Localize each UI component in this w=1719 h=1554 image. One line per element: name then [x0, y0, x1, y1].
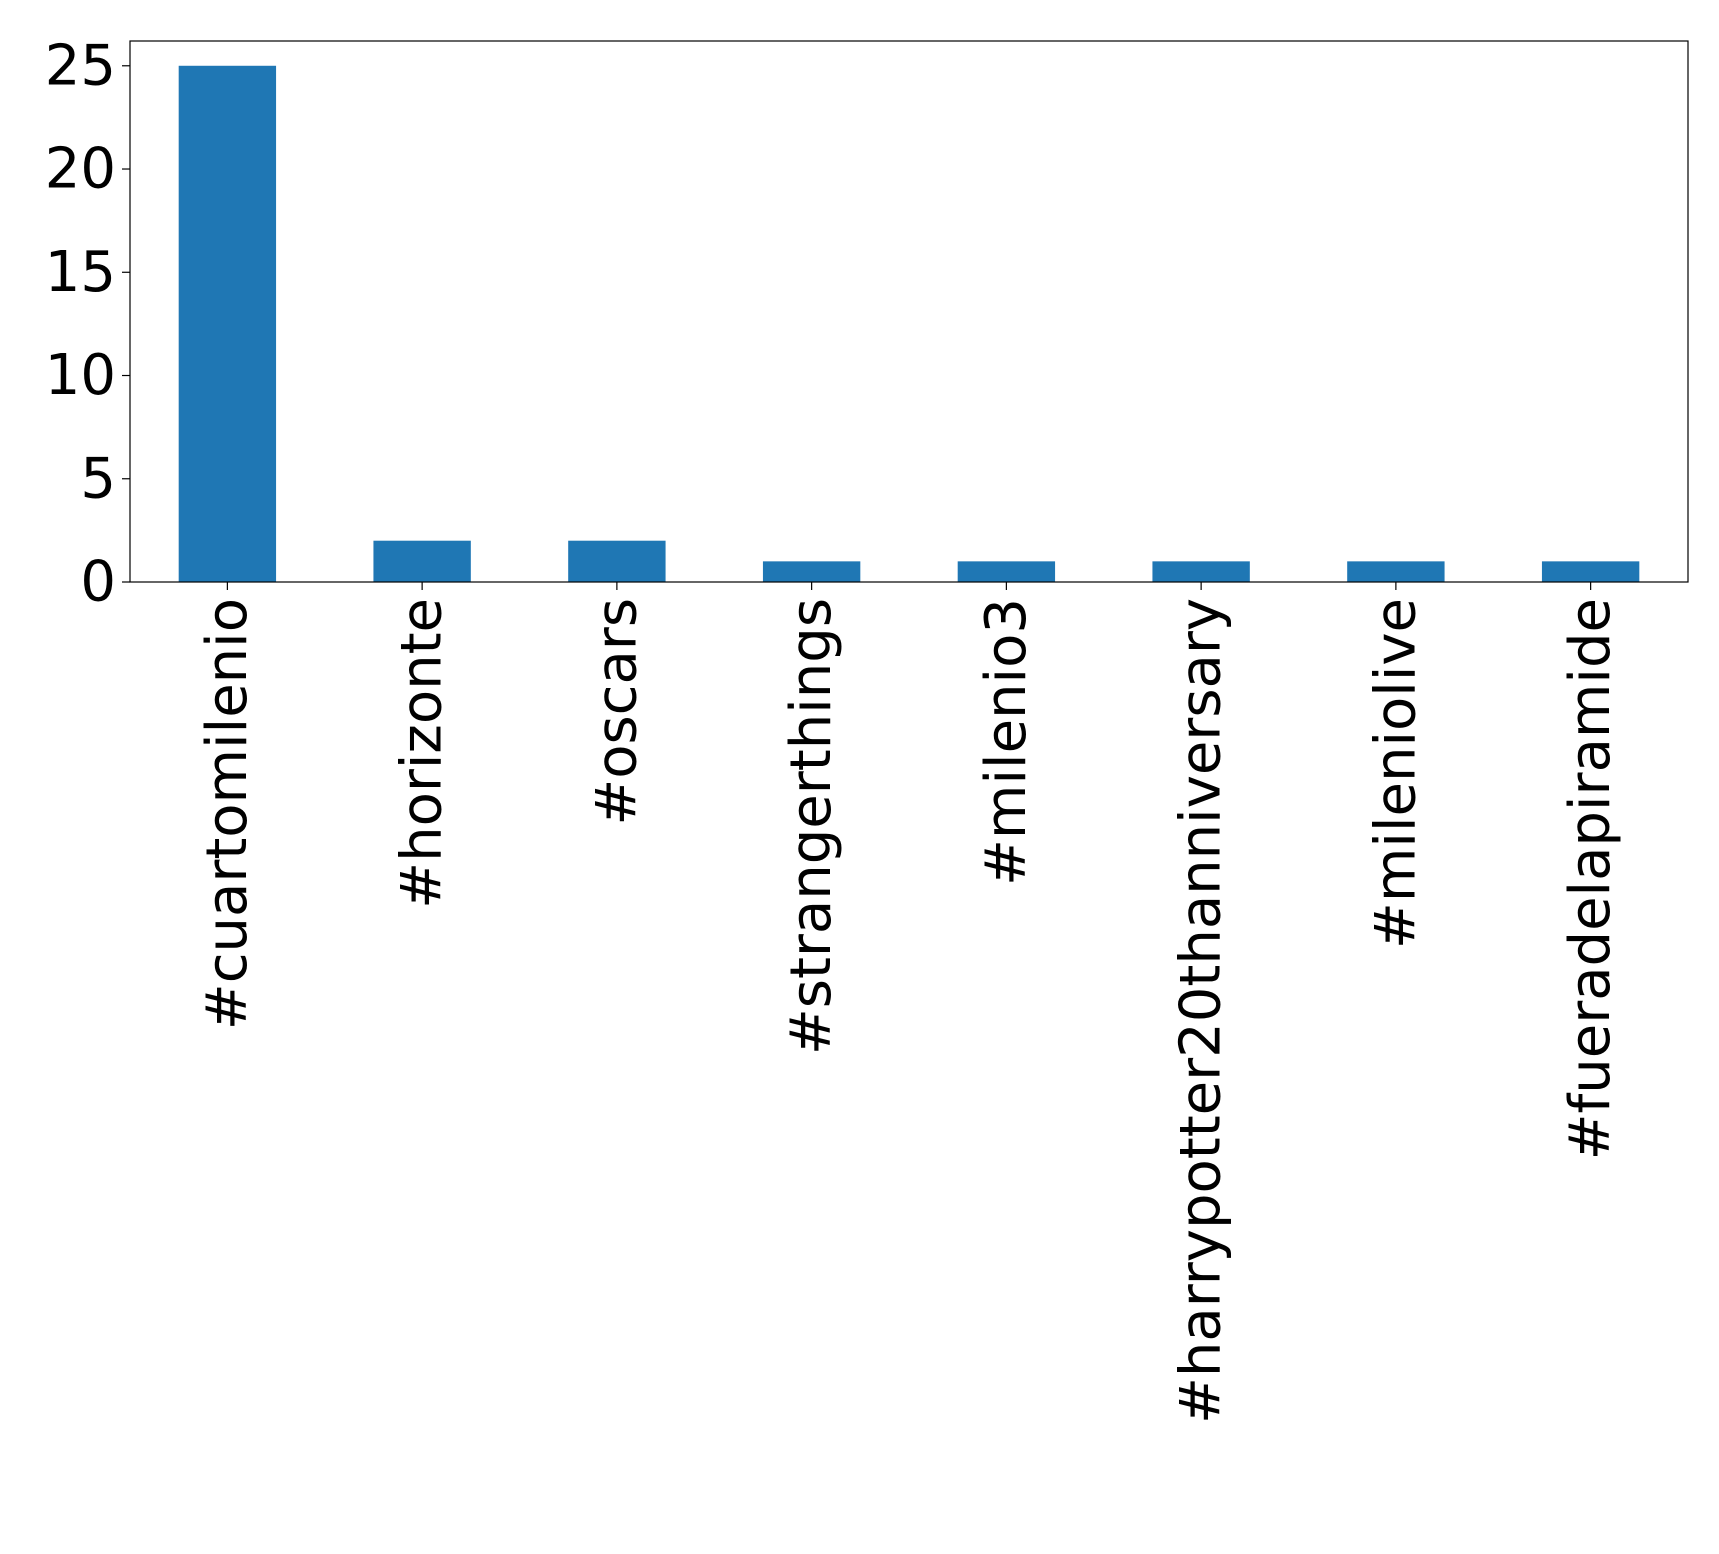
y-axis: 0 5 10 15 20 25 — [45, 33, 130, 615]
bar — [178, 65, 277, 582]
y-tick-label: 25 — [45, 33, 116, 98]
bars-layer — [178, 65, 1640, 582]
x-tick-label: #strangerthings — [779, 598, 844, 1055]
bar — [1541, 561, 1640, 582]
plot-area-frame — [129, 40, 1689, 583]
y-tick-label: 10 — [45, 343, 116, 408]
x-tick-label: #milenio3 — [974, 598, 1039, 886]
x-axis: #cuartomilenio #horizonte #oscars #stranger… — [195, 582, 1623, 1424]
bar — [1347, 561, 1445, 582]
y-tick-label: 0 — [80, 550, 116, 615]
x-tick-label: #horizonte — [390, 598, 455, 909]
x-tick-label: #harrypotter20thanniversary — [1169, 598, 1234, 1424]
bar — [762, 561, 861, 582]
x-tick-label: #oscars — [584, 598, 649, 826]
bar — [957, 561, 1056, 582]
bar — [568, 540, 666, 582]
bar — [1152, 561, 1250, 582]
bar — [373, 540, 471, 582]
y-tick-label: 5 — [80, 446, 116, 511]
y-tick-label: 20 — [45, 137, 116, 202]
x-tick-label: #fueradelapiramide — [1558, 598, 1623, 1160]
x-tick-label: #mileniolive — [1363, 598, 1428, 949]
x-tick-label: #cuartomilenio — [195, 598, 260, 1030]
y-tick-label: 15 — [45, 240, 116, 305]
